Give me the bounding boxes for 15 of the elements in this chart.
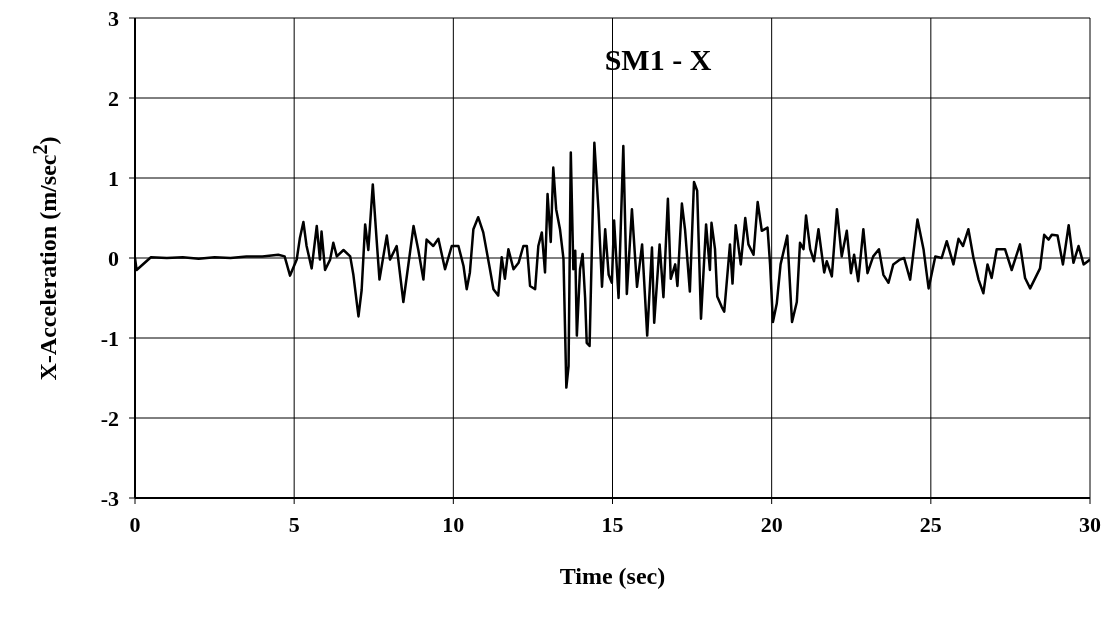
x-tick-label: 5 (288, 511, 300, 537)
x-tick-label: 25 (919, 511, 942, 537)
y-tick-label: 0 (108, 245, 119, 271)
x-tick-label: 0 (129, 511, 141, 537)
x-tick-label: 15 (601, 511, 624, 537)
y-tick-label: 1 (108, 165, 119, 191)
y-tick-label: -3 (100, 485, 119, 511)
y-tick-label: 3 (108, 5, 119, 31)
x-axis-title: Time (sec) (558, 563, 667, 590)
y-tick-label: 2 (108, 85, 119, 111)
y-tick-label: -1 (100, 325, 119, 351)
x-tick-label: 20 (760, 511, 783, 537)
x-tick-label: 10 (442, 511, 465, 537)
x-tick-label: 30 (1079, 511, 1101, 537)
y-tick-label: -2 (100, 405, 119, 431)
